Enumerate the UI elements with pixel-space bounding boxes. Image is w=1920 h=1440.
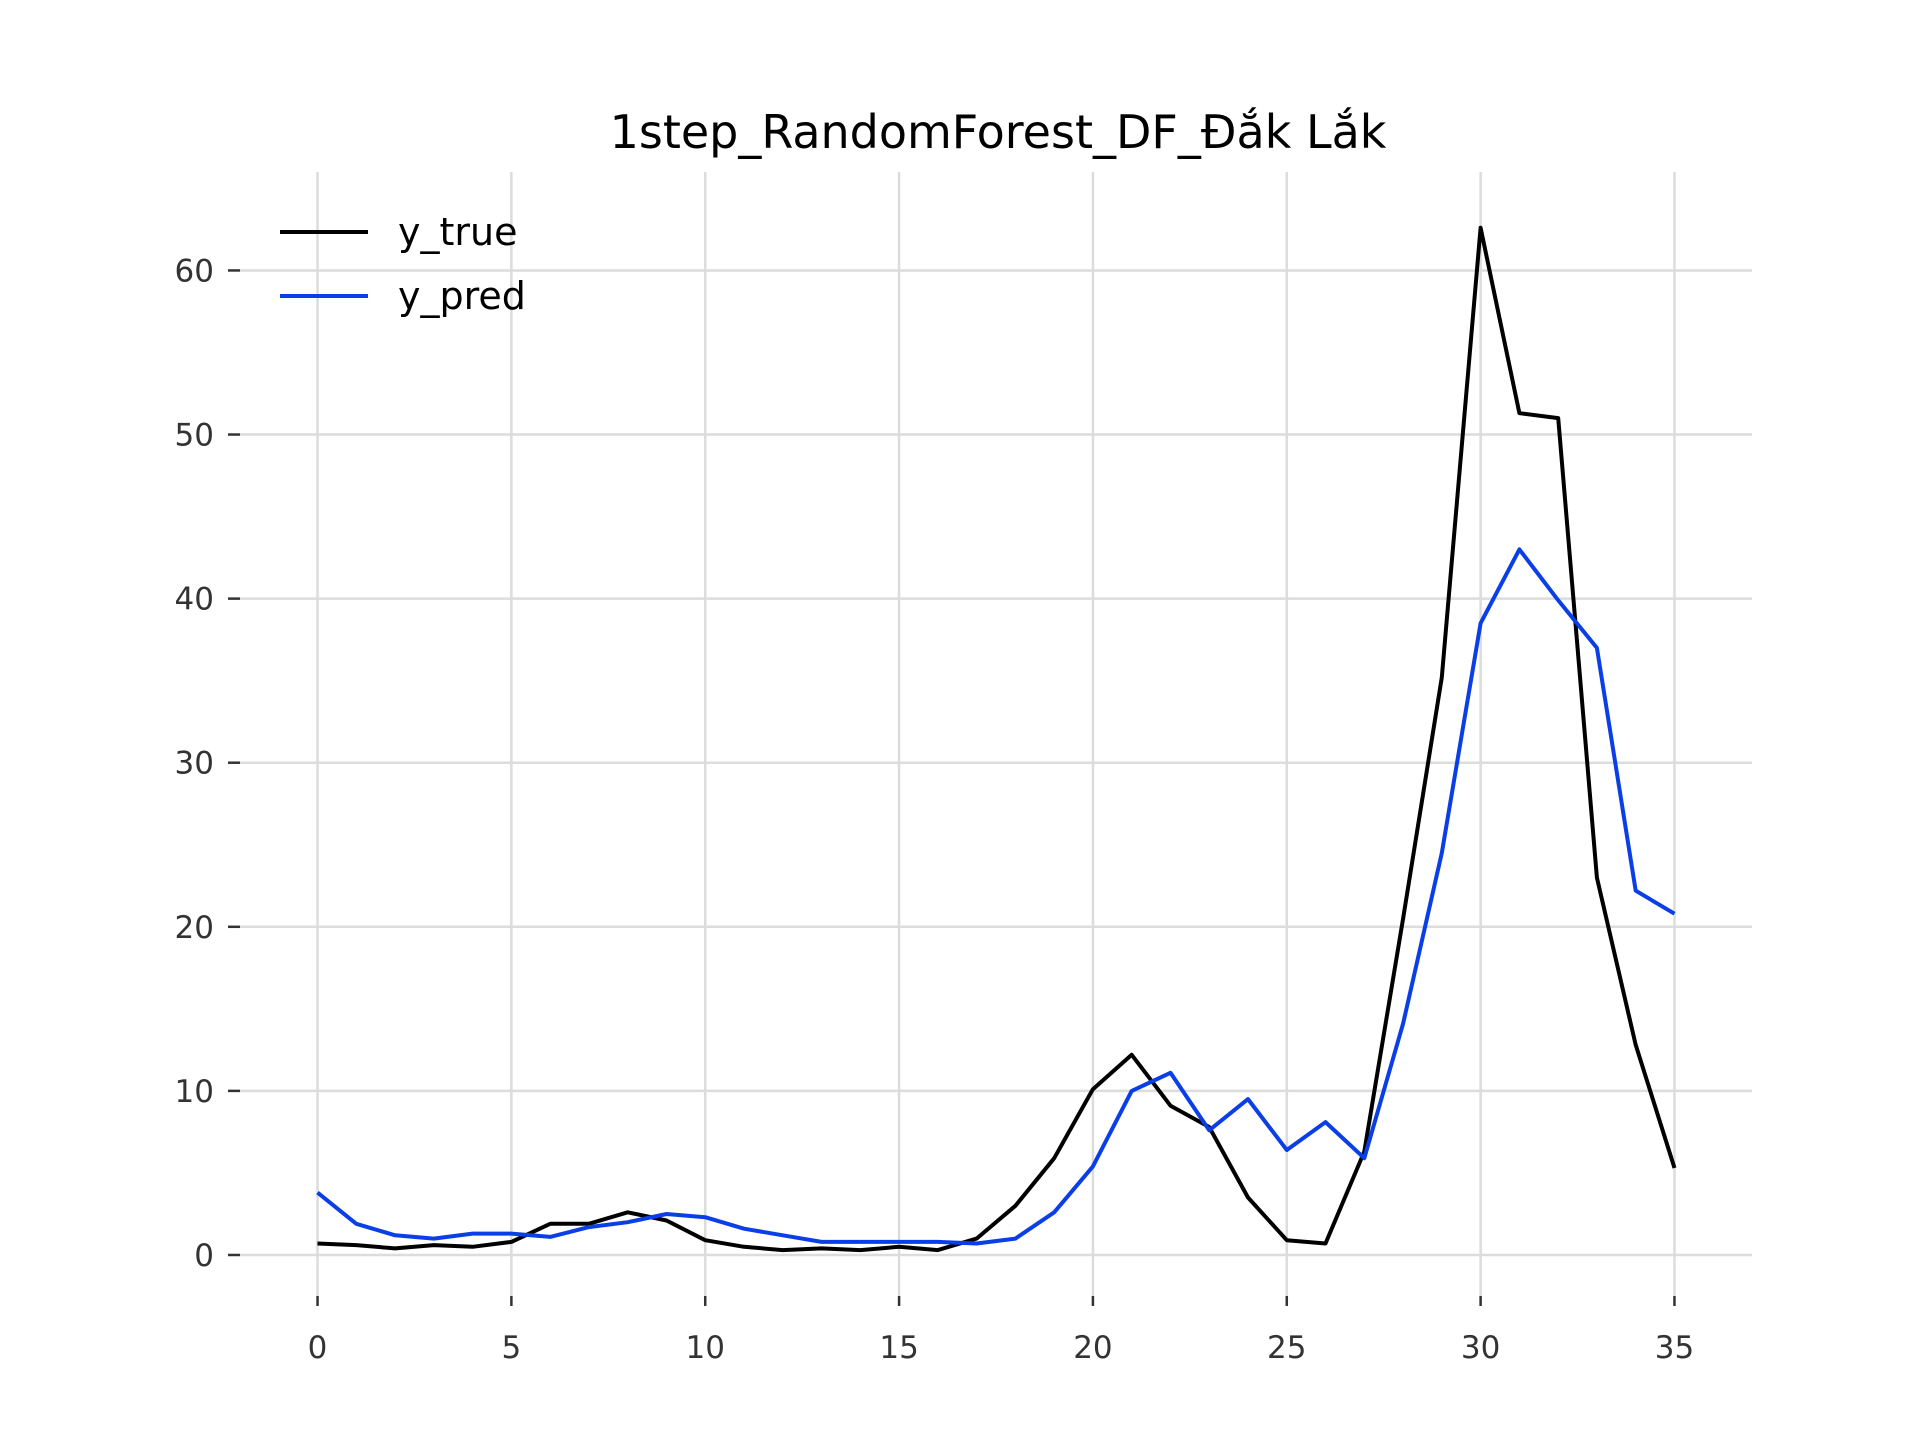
- y-tick-label: 10: [175, 1074, 214, 1110]
- y-tick-label: 60: [175, 253, 214, 289]
- y-tick-label: 20: [175, 910, 214, 946]
- legend-label: y_true: [398, 210, 517, 254]
- legend-label: y_pred: [398, 274, 526, 318]
- legend: y_true y_pred: [280, 210, 526, 318]
- chart-title: 1step_RandomForest_DF_Đắk Lắk: [610, 105, 1387, 159]
- grid: [240, 172, 1752, 1296]
- x-tick-label: 30: [1461, 1330, 1500, 1366]
- y-tick-label: 50: [175, 418, 214, 454]
- x-axis-ticks: 0 5 10 15 20 25 30 35: [308, 1296, 1694, 1366]
- y-axis-ticks: 0 10 20 30 40 50 60: [175, 253, 240, 1274]
- x-tick-label: 0: [308, 1330, 328, 1366]
- x-tick-label: 15: [879, 1330, 918, 1366]
- series-line-y-pred: [316, 547, 1676, 1246]
- x-tick-label: 5: [502, 1330, 522, 1366]
- series-line-y-true: [317, 225, 1677, 1253]
- x-tick-label: 10: [686, 1330, 725, 1366]
- y-tick-label: 40: [175, 582, 214, 618]
- y-tick-label: 0: [194, 1238, 214, 1274]
- series-lines: [316, 225, 1677, 1253]
- y-tick-label: 30: [175, 746, 214, 782]
- x-tick-label: 25: [1267, 1330, 1306, 1366]
- x-tick-label: 20: [1073, 1330, 1112, 1366]
- x-tick-label: 35: [1655, 1330, 1694, 1366]
